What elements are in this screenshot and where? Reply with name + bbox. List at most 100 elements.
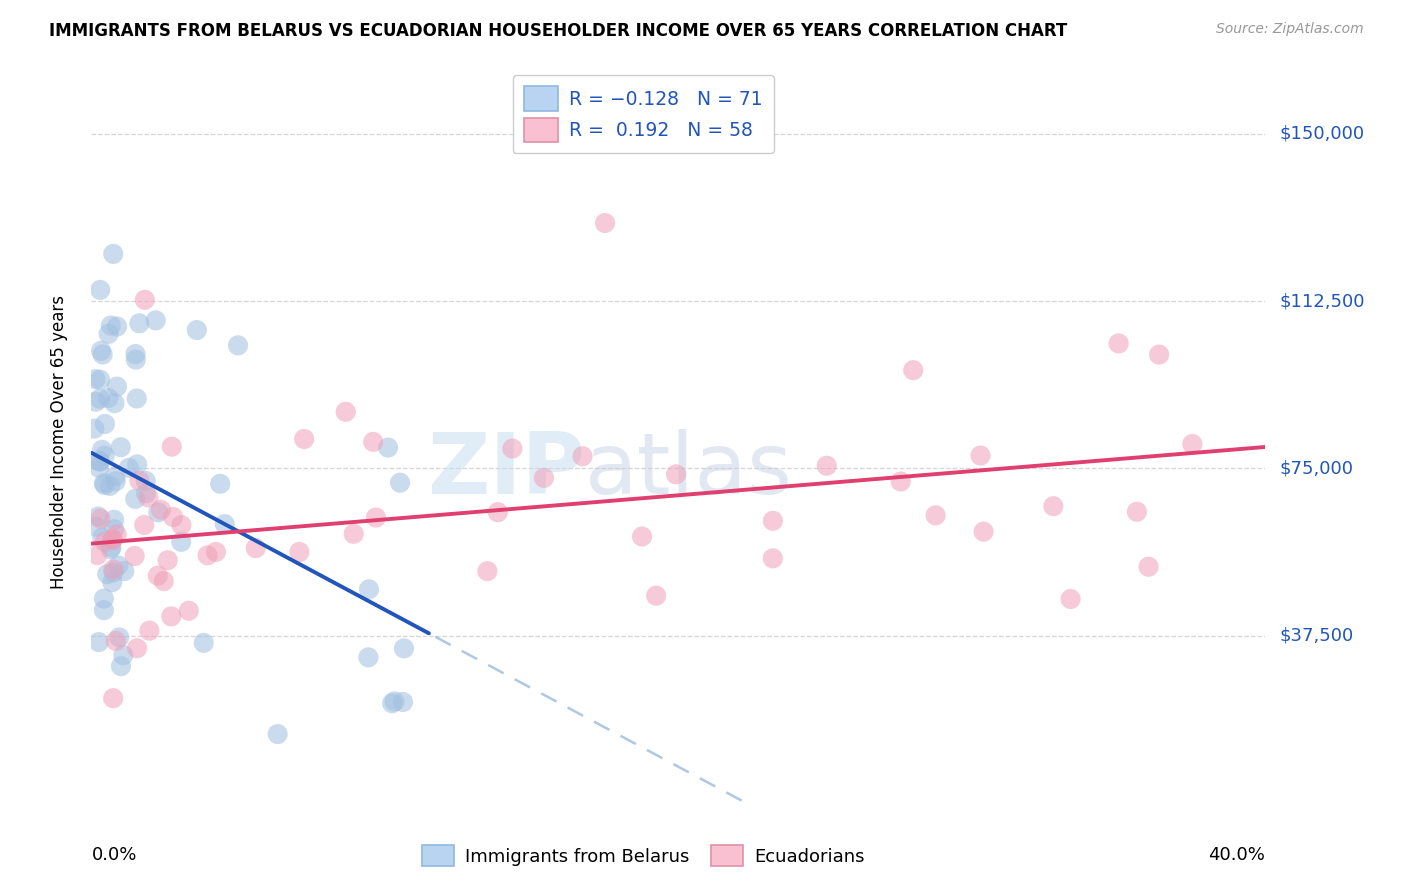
Point	[110, 440, 132, 454]
Point	[762, 551, 785, 566]
Point	[631, 529, 654, 543]
Point	[93, 591, 115, 606]
Point	[124, 491, 146, 506]
Point	[101, 575, 124, 590]
Point	[107, 558, 129, 573]
Text: $75,000: $75,000	[1279, 459, 1354, 477]
Text: Source: ZipAtlas.com: Source: ZipAtlas.com	[1216, 22, 1364, 37]
Point	[112, 564, 135, 578]
Point	[377, 441, 399, 455]
Point	[1181, 437, 1204, 451]
Point	[665, 467, 688, 482]
Text: 0.0%: 0.0%	[91, 847, 136, 864]
Point	[100, 318, 122, 333]
Point	[84, 394, 107, 409]
Point	[145, 313, 167, 327]
Point	[924, 508, 946, 523]
Point	[389, 475, 412, 490]
Point	[112, 648, 135, 663]
Point	[160, 440, 183, 454]
Point	[1137, 559, 1160, 574]
Point	[134, 293, 156, 307]
Point	[87, 635, 110, 649]
Point	[292, 432, 315, 446]
Point	[177, 604, 200, 618]
Point	[89, 373, 111, 387]
Point	[110, 659, 132, 673]
Text: $37,500: $37,500	[1279, 626, 1354, 645]
Point	[138, 624, 160, 638]
Point	[91, 530, 114, 544]
Point	[1147, 348, 1170, 362]
Point	[97, 326, 120, 341]
Point	[108, 631, 131, 645]
Point	[105, 527, 128, 541]
Point	[593, 216, 616, 230]
Point	[103, 563, 125, 577]
Point	[226, 338, 249, 352]
Point	[160, 609, 183, 624]
Point	[90, 343, 112, 358]
Point	[124, 549, 146, 563]
Y-axis label: Householder Income Over 65 years: Householder Income Over 65 years	[49, 294, 67, 589]
Point	[125, 392, 148, 406]
Point	[209, 476, 232, 491]
Point	[89, 454, 111, 468]
Point	[486, 505, 509, 519]
Text: 40.0%: 40.0%	[1209, 847, 1265, 864]
Point	[138, 491, 160, 505]
Point	[148, 505, 170, 519]
Point	[101, 533, 124, 547]
Point	[1042, 499, 1064, 513]
Point	[84, 372, 107, 386]
Point	[128, 316, 150, 330]
Point	[170, 518, 193, 533]
Point	[104, 474, 127, 488]
Point	[83, 422, 105, 436]
Point	[973, 524, 995, 539]
Point	[105, 319, 128, 334]
Point	[197, 549, 219, 563]
Point	[477, 564, 499, 578]
Point	[124, 347, 146, 361]
Point	[135, 486, 157, 500]
Point	[357, 582, 380, 597]
Text: atlas: atlas	[585, 429, 793, 512]
Point	[152, 574, 174, 588]
Point	[903, 363, 925, 377]
Point	[392, 695, 415, 709]
Point	[381, 696, 404, 710]
Point	[156, 553, 179, 567]
Point	[170, 534, 193, 549]
Point	[89, 511, 111, 525]
Point	[86, 548, 108, 562]
Point	[343, 526, 366, 541]
Point	[93, 478, 115, 492]
Point	[100, 542, 122, 557]
Point	[149, 503, 172, 517]
Point	[266, 727, 288, 741]
Point	[103, 513, 125, 527]
Point	[762, 514, 785, 528]
Point	[93, 476, 115, 491]
Point	[392, 641, 415, 656]
Point	[125, 352, 148, 367]
Point	[87, 460, 110, 475]
Text: ZIP: ZIP	[427, 429, 585, 512]
Point	[93, 603, 115, 617]
Point	[335, 405, 357, 419]
Point	[815, 458, 838, 473]
Point	[94, 417, 117, 431]
Point	[97, 391, 120, 405]
Point	[118, 460, 141, 475]
Point	[103, 566, 125, 580]
Point	[193, 636, 215, 650]
Point	[162, 510, 184, 524]
Point	[96, 567, 118, 582]
Point	[186, 323, 208, 337]
Point	[101, 691, 124, 706]
Point	[91, 442, 114, 457]
Point	[103, 247, 125, 261]
Point	[98, 479, 121, 493]
Point	[84, 519, 107, 533]
